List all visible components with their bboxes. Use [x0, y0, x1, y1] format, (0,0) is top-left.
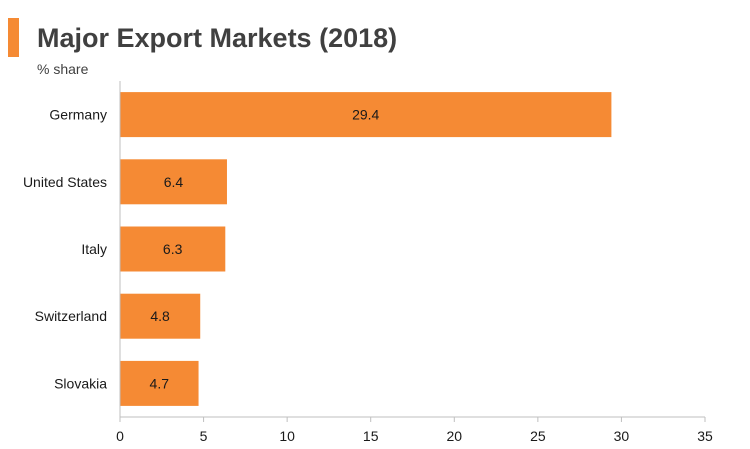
bar-italy: [120, 226, 226, 272]
x-tick-label: 20: [446, 428, 462, 444]
bar-united-states: [120, 159, 227, 205]
bar-germany: [120, 92, 612, 138]
data-label: 6.3: [163, 241, 183, 257]
x-tick-label: 25: [530, 428, 546, 444]
category-label: Switzerland: [35, 308, 107, 324]
category-label: Germany: [49, 107, 107, 123]
chart-subtitle: % share: [37, 61, 89, 77]
x-tick-label: 10: [279, 428, 295, 444]
x-tick-label: 0: [116, 428, 124, 444]
data-label: 6.4: [164, 174, 184, 190]
x-tick-label: 35: [697, 428, 713, 444]
data-label: 4.8: [150, 308, 170, 324]
category-label: Slovakia: [54, 375, 107, 391]
x-tick-label: 15: [363, 428, 379, 444]
category-label: Italy: [81, 241, 107, 257]
x-tick-label: 30: [614, 428, 630, 444]
bar-slovakia: [120, 360, 199, 406]
data-label: 29.4: [352, 107, 379, 123]
category-label: United States: [23, 174, 107, 190]
chart-title: Major Export Markets (2018): [37, 23, 398, 53]
x-tick-label: 5: [200, 428, 208, 444]
bar-switzerland: [120, 293, 201, 339]
title-accent-bar: [8, 18, 19, 57]
data-label: 4.7: [150, 375, 170, 391]
